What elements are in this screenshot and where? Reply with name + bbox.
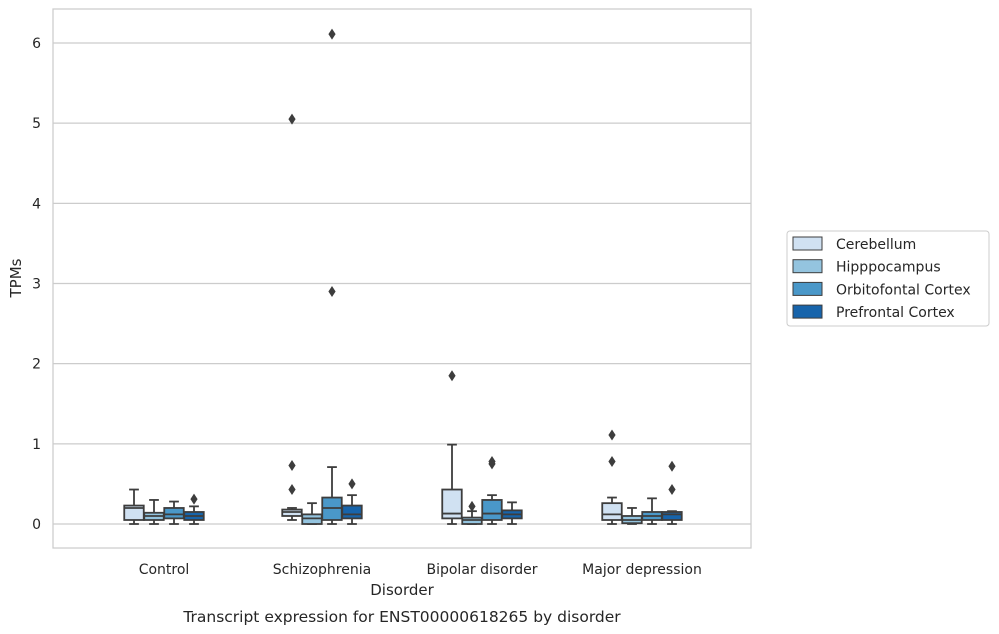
- outlier-point: [608, 429, 616, 441]
- outlier-point: [608, 455, 616, 467]
- y-axis-label: TPMs: [7, 258, 25, 298]
- legend-swatch: [792, 281, 823, 296]
- box-1-2: [321, 28, 343, 525]
- outlier-point: [288, 113, 296, 125]
- legend-swatch: [792, 304, 823, 319]
- y-axis-ticks: 0 1 2 3 4 5 6: [32, 36, 41, 533]
- legend-label: Prefrontal Cortex: [836, 305, 955, 321]
- outlier-point: [488, 455, 496, 467]
- plot-area-frame: [52, 8, 752, 549]
- outlier-point: [348, 478, 356, 490]
- outlier-point: [668, 484, 676, 496]
- box-3-0: [601, 429, 623, 525]
- box-2-3: [501, 501, 523, 525]
- outlier-point: [328, 28, 336, 40]
- box-2-0: [441, 370, 463, 525]
- x-axis-label: Disorder: [370, 581, 434, 599]
- box-2-2: [481, 455, 503, 525]
- legend-label: Cerebellum: [836, 237, 916, 253]
- box-3-2: [641, 497, 663, 525]
- box-0-1: [143, 499, 165, 525]
- chart-caption: Transcript expression for ENST0000061826…: [182, 608, 621, 626]
- outlier-point: [288, 459, 296, 471]
- x-tick-label: Major depression: [582, 562, 702, 578]
- box-iqr: [661, 511, 683, 521]
- y-tick-label: 4: [32, 196, 41, 212]
- legend-label: Orbitofontal Cortex: [836, 282, 971, 298]
- outlier-point: [190, 493, 198, 505]
- legend-label: Hipppocampus: [836, 260, 941, 276]
- legend-swatch: [792, 236, 823, 251]
- x-axis-ticks: Control Schizophrenia Bipolar disorder Majo…: [139, 562, 702, 578]
- y-tick-label: 6: [32, 36, 41, 52]
- legend: Cerebellum Hipppocampus Orbitofontal Corte…: [786, 230, 990, 327]
- outlier-point: [668, 460, 676, 472]
- box-0-2: [163, 500, 185, 525]
- y-tick-label: 1: [32, 437, 41, 453]
- legend-swatch: [792, 259, 823, 274]
- box-marks: [123, 28, 683, 525]
- x-tick-label: Control: [139, 562, 190, 578]
- y-tick-label: 0: [32, 517, 41, 533]
- legend-frame: [786, 230, 990, 327]
- y-tick-label: 2: [32, 357, 41, 373]
- box-iqr: [441, 488, 463, 520]
- box-0-0: [123, 488, 145, 525]
- x-tick-label: Bipolar disorder: [426, 562, 537, 578]
- box-iqr: [481, 499, 503, 521]
- box-1-0: [281, 113, 303, 521]
- y-tick-label: 5: [32, 116, 41, 132]
- outlier-point: [468, 500, 476, 512]
- outlier-point: [288, 484, 296, 496]
- outlier-point: [328, 286, 336, 298]
- box-iqr: [163, 507, 185, 520]
- box-1-3: [341, 478, 363, 525]
- gridlines: [53, 42, 751, 525]
- box-0-3: [183, 493, 205, 525]
- box-2-1: [461, 500, 483, 525]
- box-1-1: [301, 502, 323, 525]
- x-tick-label: Schizophrenia: [273, 562, 371, 578]
- y-tick-label: 3: [32, 277, 41, 293]
- box-3-1: [621, 507, 643, 525]
- box-3-3: [661, 460, 683, 525]
- box-iqr: [601, 502, 623, 521]
- outlier-point: [448, 370, 456, 382]
- box-iqr: [341, 504, 363, 520]
